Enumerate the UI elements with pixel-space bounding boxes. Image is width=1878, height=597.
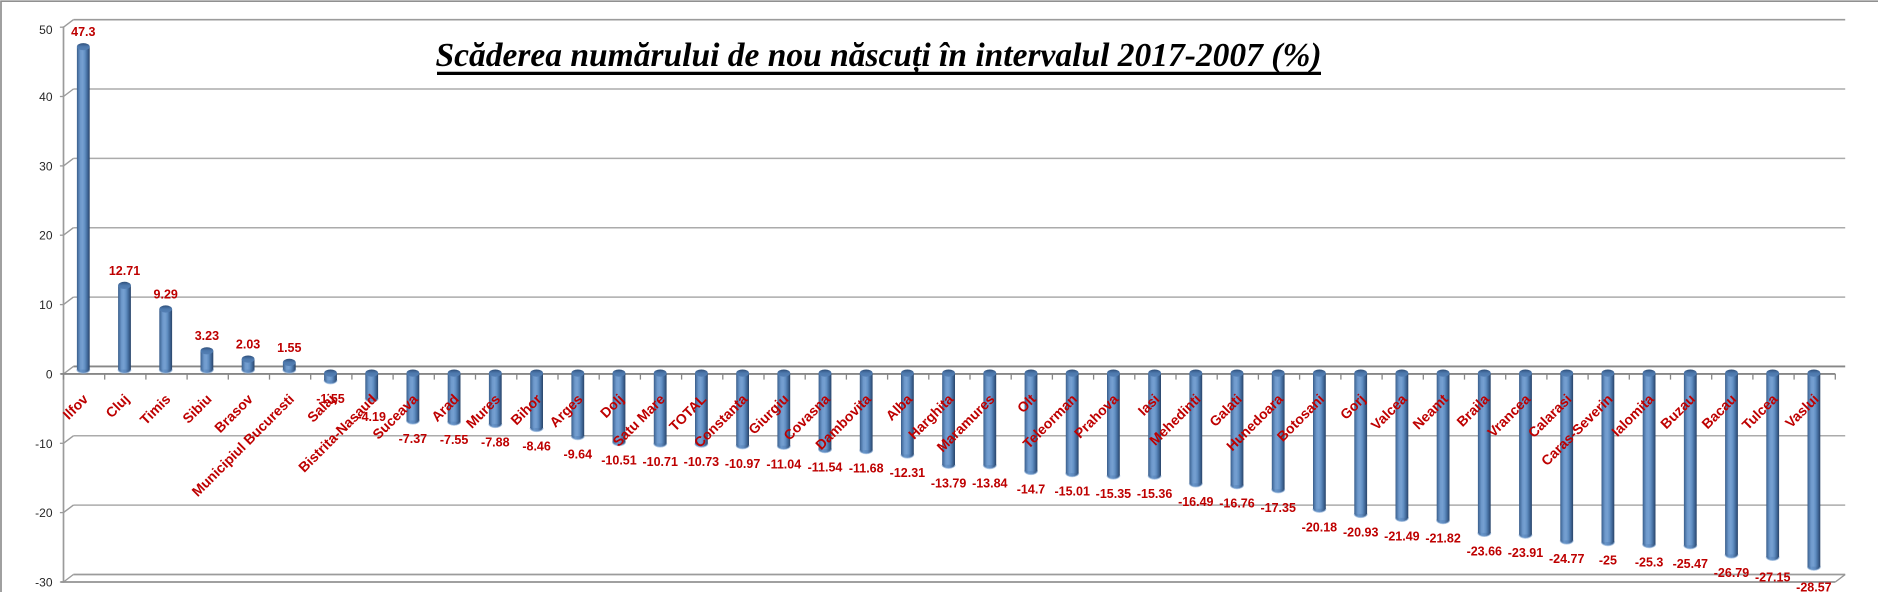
svg-text:9.29: 9.29 [154, 287, 178, 301]
svg-text:-9.64: -9.64 [564, 448, 593, 462]
svg-text:40: 40 [39, 90, 53, 104]
svg-text:-1.55: -1.55 [316, 392, 345, 406]
svg-text:-10.97: -10.97 [725, 457, 760, 471]
svg-text:-11.04: -11.04 [766, 457, 801, 471]
svg-text:-23.91: -23.91 [1508, 546, 1543, 560]
svg-text:-15.35: -15.35 [1096, 487, 1131, 501]
svg-text:-21.49: -21.49 [1384, 529, 1419, 543]
svg-text:-14.7: -14.7 [1017, 483, 1046, 497]
svg-text:-11.68: -11.68 [849, 462, 884, 476]
svg-text:-10.73: -10.73 [684, 455, 719, 469]
svg-text:2.03: 2.03 [236, 338, 260, 352]
svg-text:-25.3: -25.3 [1635, 556, 1664, 570]
svg-text:-4.19: -4.19 [357, 410, 386, 424]
svg-text:-23.66: -23.66 [1467, 544, 1502, 558]
svg-text:-17.35: -17.35 [1260, 501, 1295, 515]
svg-text:-20: -20 [35, 506, 53, 520]
svg-text:-10: -10 [35, 437, 53, 451]
svg-text:-30: -30 [35, 576, 53, 590]
svg-text:-20.93: -20.93 [1343, 526, 1378, 540]
svg-text:-25: -25 [1599, 554, 1617, 568]
svg-text:-28.57: -28.57 [1796, 581, 1831, 593]
svg-text:20: 20 [39, 229, 53, 243]
svg-text:-11.54: -11.54 [808, 461, 843, 475]
svg-text:0: 0 [46, 367, 53, 381]
svg-text:-21.82: -21.82 [1425, 532, 1460, 546]
svg-text:Scăderea numărului de nou născ: Scăderea numărului de nou născuți în int… [436, 37, 1322, 75]
svg-text:-13.84: -13.84 [972, 477, 1007, 491]
svg-text:50: 50 [39, 23, 53, 37]
svg-text:-7.88: -7.88 [481, 436, 510, 450]
svg-text:-12.31: -12.31 [890, 466, 925, 480]
svg-text:-26.79: -26.79 [1714, 566, 1749, 580]
svg-text:-13.79: -13.79 [931, 476, 966, 490]
svg-text:-27.15: -27.15 [1755, 571, 1790, 585]
svg-text:-10.51: -10.51 [601, 454, 636, 468]
svg-text:30: 30 [39, 159, 53, 173]
svg-text:-8.46: -8.46 [522, 440, 551, 454]
svg-text:3.23: 3.23 [195, 329, 219, 343]
svg-text:-16.49: -16.49 [1178, 495, 1213, 509]
svg-text:-20.18: -20.18 [1302, 520, 1337, 534]
svg-text:10: 10 [39, 298, 53, 312]
svg-text:-16.76: -16.76 [1219, 497, 1254, 511]
svg-text:12.71: 12.71 [109, 264, 140, 278]
svg-text:-24.77: -24.77 [1549, 552, 1584, 566]
svg-text:-15.36: -15.36 [1137, 487, 1172, 501]
svg-text:47.3: 47.3 [71, 25, 95, 39]
svg-text:-25.47: -25.47 [1673, 557, 1708, 571]
svg-text:-15.01: -15.01 [1054, 485, 1089, 499]
svg-text:1.55: 1.55 [277, 341, 301, 355]
svg-text:-7.55: -7.55 [440, 433, 469, 447]
svg-text:-10.71: -10.71 [642, 455, 677, 469]
svg-text:-7.37: -7.37 [399, 432, 428, 446]
